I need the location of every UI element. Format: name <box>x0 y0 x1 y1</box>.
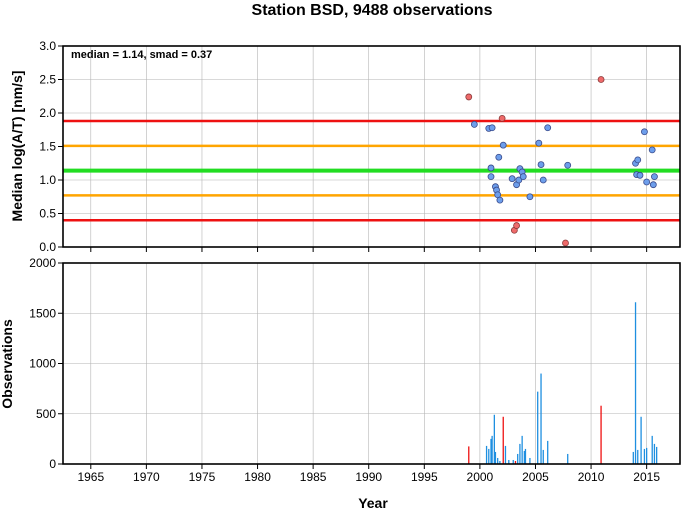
y-tick-label: 1.5 <box>39 140 56 154</box>
data-point <box>519 173 527 181</box>
x-axis-label: Year <box>358 495 388 511</box>
x-tick-label: 1980 <box>244 470 271 484</box>
observations-y-ticks: 0 500 1000 1500 2000 <box>29 256 648 471</box>
outlier-point <box>513 222 520 229</box>
y-tick-label: 2.5 <box>39 73 56 87</box>
x-tick-label: 1985 <box>300 470 327 484</box>
x-tick-label: 1975 <box>189 470 216 484</box>
observations-panel-frame <box>62 262 681 465</box>
x-tick-label: 2010 <box>578 470 605 484</box>
data-point <box>544 124 552 132</box>
x-tick-label: 1965 <box>77 470 104 484</box>
stats-annotation: median = 1.14, smad = 0.37 <box>71 49 212 61</box>
data-point <box>643 178 651 186</box>
y-tick-label: 1500 <box>29 306 56 320</box>
data-point <box>634 156 642 164</box>
median-points <box>465 76 658 247</box>
x-tick-label: 1995 <box>411 470 438 484</box>
x-tick-label: 2000 <box>467 470 494 484</box>
data-point <box>641 128 648 136</box>
median-y-ticks: 0.0 0.5 1.0 1.5 2.0 2.5 3.0 <box>39 39 648 254</box>
data-point <box>487 173 495 181</box>
median-y-axis-label: Median log(A/T) [nm/s] <box>9 71 25 222</box>
y-tick-label: 2.0 <box>39 106 56 120</box>
x-tick-label: 2015 <box>633 470 660 484</box>
data-point <box>470 120 478 128</box>
observations-y-axis-label: Observations <box>0 319 15 409</box>
y-tick-label: 0.5 <box>39 207 56 221</box>
data-point <box>488 124 496 132</box>
median-panel-frame <box>62 45 681 248</box>
data-point <box>499 141 507 149</box>
data-point <box>651 173 658 181</box>
data-point <box>508 175 516 183</box>
data-point <box>526 193 534 201</box>
data-point <box>564 161 572 169</box>
data-point <box>539 176 547 184</box>
outlier-point <box>465 93 473 101</box>
y-tick-label: 0.0 <box>39 240 56 254</box>
outlier-point <box>498 114 506 122</box>
data-point <box>515 176 523 184</box>
y-tick-label: 1000 <box>29 357 56 371</box>
y-tick-label: 0 <box>49 457 56 471</box>
data-point <box>636 171 644 179</box>
data-point <box>535 139 543 147</box>
data-point <box>487 164 495 172</box>
x-tick-label: 1990 <box>355 470 382 484</box>
observations-grid <box>63 262 680 465</box>
y-tick-label: 1.0 <box>39 173 56 187</box>
outlier-point <box>562 239 569 247</box>
outlier-point <box>597 76 605 83</box>
y-tick-label: 3.0 <box>39 39 56 53</box>
chart-title: Station BSD, 9488 observations <box>252 2 493 19</box>
y-tick-label: 2000 <box>29 256 56 270</box>
observation-bars <box>468 302 658 464</box>
y-tick-label: 500 <box>36 407 56 421</box>
data-point <box>496 196 504 204</box>
data-point <box>537 161 545 168</box>
median-panel: 0.0 0.5 1.0 1.5 2.0 2.5 3.0 median = 1.14, sma… <box>9 39 681 254</box>
observations-panel: 0 500 1000 1500 2000 Observations <box>0 256 681 471</box>
data-point <box>648 146 656 154</box>
data-point <box>649 181 657 189</box>
reference-lines <box>63 119 680 222</box>
x-tick-label: 1970 <box>133 470 160 484</box>
x-axis-ticks: 1965 1970 1975 1980 1985 1990 1995 2000 2005 2010… <box>77 470 660 484</box>
x-tick-label: 2005 <box>522 470 549 484</box>
data-point <box>495 153 503 161</box>
